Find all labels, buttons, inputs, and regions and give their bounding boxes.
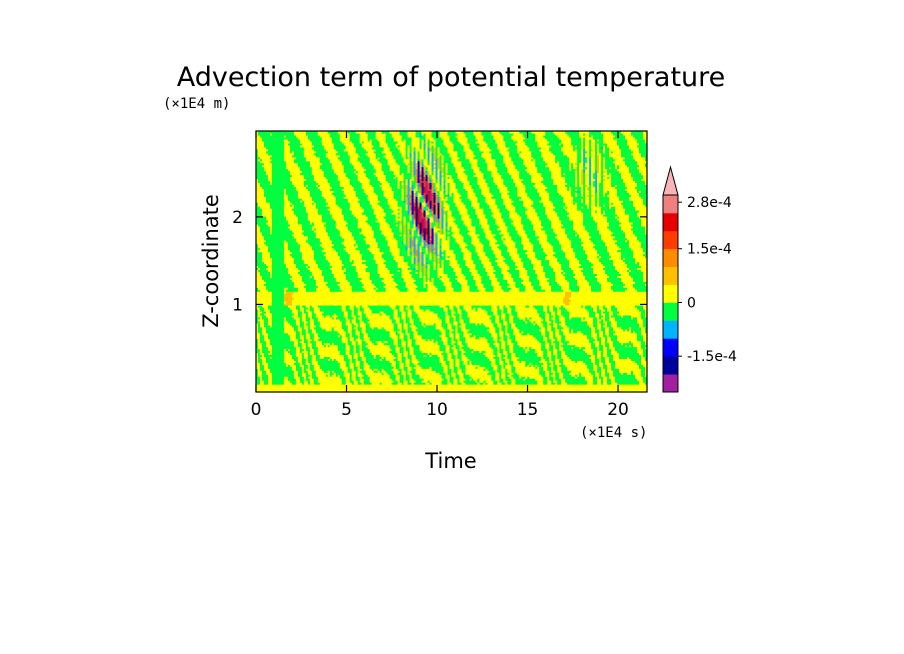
colorbar-segment — [663, 374, 678, 393]
plot-frame — [255, 130, 648, 393]
y-tick-label: 2 — [232, 208, 243, 228]
y-scale-label: (×1E4 m) — [163, 96, 230, 112]
x-tick-label: 15 — [517, 400, 539, 420]
colorbar-segment — [663, 356, 678, 375]
x-axis-label: Time — [424, 449, 476, 473]
colorbar-tick-label: 2.8e-4 — [687, 195, 732, 211]
y-axis-label: Z-coordinate — [199, 194, 223, 328]
colorbar-segment — [663, 266, 678, 285]
colorbar-segment — [663, 320, 678, 339]
y-axis-ticks: 12 — [232, 208, 647, 315]
colorbar: 2.8e-4 1.5e-4 0 -1.5e-4 — [662, 165, 737, 393]
y-tick-label: 1 — [232, 295, 243, 315]
x-axis-ticks: 0 5 10 15 20 — [251, 131, 629, 420]
x-tick-label: 20 — [607, 400, 629, 420]
x-scale-label: (×1E4 s) — [580, 425, 647, 441]
chart-title: Advection term of potential temperature — [177, 62, 726, 93]
colorbar-frame — [662, 194, 679, 393]
colorbar-segment — [663, 212, 678, 232]
colorbar-segment — [663, 195, 678, 214]
x-tick-label: 10 — [426, 400, 448, 420]
plot-area: 0 5 10 15 20 12 — [232, 130, 648, 420]
x-tick-label: 0 — [251, 400, 262, 420]
colorbar-segment — [663, 284, 678, 303]
colorbar-segment — [663, 230, 678, 250]
colorbar-segment — [663, 302, 678, 321]
colorbar-tick-label: 1.5e-4 — [687, 242, 732, 258]
colorbar-segment — [663, 248, 678, 268]
heatmap-field — [256, 131, 647, 392]
colorbar-segment — [663, 338, 678, 357]
colorbar-tick-label: 0 — [687, 295, 696, 311]
colorbar-tick-label: -1.5e-4 — [687, 349, 737, 365]
x-tick-label: 5 — [341, 400, 352, 420]
colorbar-extend-arrow — [662, 165, 679, 196]
